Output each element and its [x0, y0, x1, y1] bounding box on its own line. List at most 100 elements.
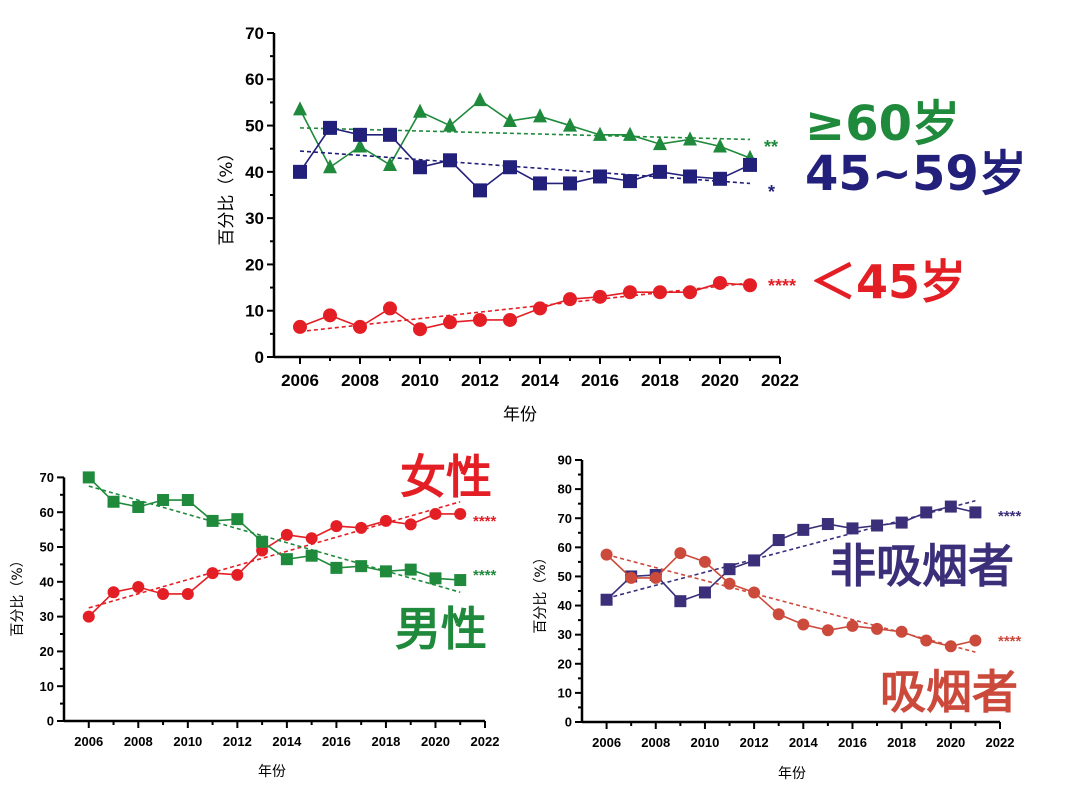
x-tick-label: 2018	[887, 735, 916, 750]
x-axis-title: 年份	[503, 405, 537, 425]
y-tick-label: 70	[558, 511, 572, 526]
data-point	[723, 563, 736, 576]
x-axis-title: 年份	[778, 766, 806, 782]
series-line	[606, 552, 976, 648]
y-tick-label: 60	[245, 70, 264, 89]
trend-line	[299, 282, 751, 333]
data-point	[623, 174, 637, 189]
data-point	[748, 586, 761, 599]
significance-label: ****	[473, 567, 497, 584]
data-point	[132, 581, 145, 594]
data-point	[723, 577, 736, 590]
data-point	[181, 587, 194, 600]
data-point	[503, 312, 517, 327]
data-point	[623, 285, 637, 300]
x-tick-label: 2006	[592, 735, 621, 750]
data-point	[305, 549, 318, 562]
data-point	[683, 169, 697, 184]
data-point	[713, 275, 727, 290]
data-point	[473, 183, 487, 198]
data-point	[821, 624, 834, 637]
data-point	[82, 610, 95, 623]
data-point	[649, 571, 662, 584]
y-tick-label: 60	[558, 540, 572, 555]
x-tick-label: 2022	[761, 371, 799, 390]
y-axis-title: 百分比（%）	[533, 550, 549, 633]
data-point	[107, 586, 120, 599]
y-tick-label: 40	[558, 598, 572, 613]
data-point	[231, 568, 244, 581]
chart-3: 0 10 20 30 40 50 60 70 80 90 2006 2008 2010 2012 2014 2…	[533, 453, 1022, 782]
y-tick-label: 0	[565, 715, 572, 730]
data-point	[846, 619, 859, 632]
data-point	[413, 103, 427, 118]
significance-label: ****	[768, 276, 796, 296]
data-point	[454, 507, 467, 520]
data-point	[355, 521, 368, 534]
x-tick-label: 2018	[641, 371, 679, 390]
data-point	[533, 301, 547, 316]
data-point	[698, 555, 711, 568]
x-tick-label: 2020	[421, 734, 450, 749]
data-point	[653, 285, 667, 300]
data-point	[600, 593, 613, 606]
trend-line	[299, 150, 751, 185]
series-line	[299, 126, 751, 192]
x-tick-label: 2020	[701, 371, 739, 390]
data-point	[293, 319, 307, 334]
series-line	[299, 282, 751, 331]
data-point	[623, 126, 637, 141]
y-tick-label: 50	[245, 117, 264, 136]
series-2: **** 男性	[82, 471, 497, 656]
y-tick-label: 10	[558, 685, 572, 700]
x-tick-label: 2022	[471, 734, 500, 749]
x-tick-label: 2018	[371, 734, 400, 749]
data-point	[454, 574, 467, 587]
data-point	[280, 528, 293, 541]
significance-label: ****	[998, 508, 1022, 525]
data-point	[443, 117, 457, 132]
series-2: **** 吸烟者	[600, 547, 1022, 719]
data-point	[132, 500, 145, 513]
y-tick-label: 0	[47, 714, 54, 729]
data-point	[82, 471, 95, 484]
data-point	[743, 278, 757, 293]
x-tick-label: 2010	[401, 371, 439, 390]
y-tick-label: 40	[245, 163, 264, 182]
y-tick-label: 90	[558, 453, 572, 468]
data-point	[772, 534, 785, 547]
data-point	[600, 548, 613, 561]
data-point	[383, 156, 397, 171]
data-point	[653, 136, 667, 151]
chart-2: 0 10 20 30 40 50 60 70 2006 2008 2010 2012 2014 2016 2…	[10, 450, 499, 780]
x-axis-title: 年份	[258, 764, 286, 780]
y-tick-label: 70	[40, 470, 54, 485]
y-tick-label: 50	[558, 569, 572, 584]
data-point	[330, 561, 343, 574]
chart-1: 0 10 20 30 40 50 60 70 2006 2008 2010 2012 2014 2016 2…	[217, 24, 1027, 425]
data-point	[969, 506, 982, 519]
series-line	[88, 476, 461, 581]
data-point	[353, 319, 367, 334]
significance-label: **	[764, 137, 778, 157]
data-point	[533, 176, 547, 191]
x-tick-label: 2010	[173, 734, 202, 749]
series-1: ** ≥60岁	[293, 92, 960, 174]
x-tick-label: 2016	[322, 734, 351, 749]
data-point	[323, 120, 337, 135]
y-tick-label: 0	[255, 348, 264, 367]
data-point	[944, 500, 957, 513]
x-tick-label: 2016	[581, 371, 619, 390]
data-point	[563, 176, 577, 191]
data-point	[895, 516, 908, 529]
x-tick-label: 2012	[740, 735, 769, 750]
data-point	[404, 563, 417, 576]
x-tick-label: 2008	[641, 735, 670, 750]
data-point	[920, 634, 933, 647]
data-point	[871, 519, 884, 532]
data-point	[713, 138, 727, 153]
y-tick-label: 30	[558, 627, 572, 642]
y-tick-label: 80	[558, 482, 572, 497]
x-tick-label: 2012	[461, 371, 499, 390]
